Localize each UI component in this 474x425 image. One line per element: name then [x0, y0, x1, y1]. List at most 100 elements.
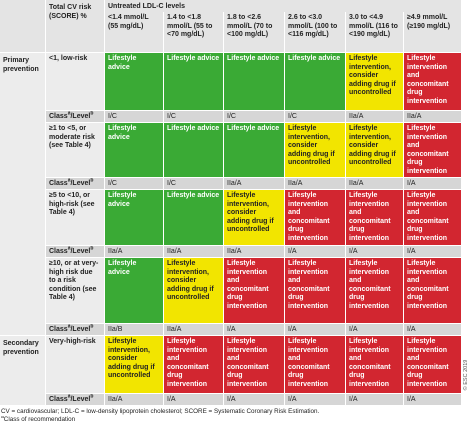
recommendation-cell: Lifestyle intervention and concomitant d… — [285, 336, 346, 394]
recommendation-cell: Lifestyle intervention, consider adding … — [346, 53, 404, 111]
column-header: ≥4.9 mmol/L (≥190 mg/dL) — [404, 12, 462, 53]
class-level: I/A — [404, 178, 462, 190]
recommendation-cell: Lifestyle intervention, consider adding … — [164, 258, 224, 324]
superscript: b — [90, 324, 94, 330]
column-header: 1.8 to <2.6 mmol/L (70 to <100 mg/dL) — [224, 12, 285, 53]
class-level: IIa/A — [404, 111, 462, 123]
class-level: IIa/A — [105, 246, 164, 258]
class-level: IIa/B — [105, 324, 164, 336]
risk-label: ≥10, or at very-high risk due to a risk … — [46, 258, 105, 324]
recommendation-cell: Lifestyle intervention, consider adding … — [285, 123, 346, 178]
text: /Level — [70, 248, 91, 255]
superscript: b — [90, 246, 94, 252]
recommendation-cell: Lifestyle advice — [105, 123, 164, 178]
recommendation-cell: Lifestyle intervention, consider adding … — [346, 123, 404, 178]
footer-note: aClass of recommendation — [0, 416, 300, 425]
group-label: Primary prevention — [0, 53, 46, 336]
risk-label: <1, low-risk — [46, 53, 105, 111]
class-level: IIa/A — [164, 324, 224, 336]
superscript: b — [90, 394, 94, 400]
class-level: IIa/A — [285, 178, 346, 190]
superscript: b — [90, 178, 94, 184]
header-blank — [0, 0, 46, 53]
class-level: I/C — [105, 178, 164, 190]
recommendation-cell: Lifestyle advice — [164, 190, 224, 246]
class-level: I/A — [224, 394, 285, 406]
recommendation-cell: Lifestyle intervention and concomitant d… — [404, 53, 462, 111]
recommendation-cell: Lifestyle intervention and concomitant d… — [404, 258, 462, 324]
recommendation-cell: Lifestyle intervention and concomitant d… — [285, 258, 346, 324]
superscript: a — [67, 394, 71, 400]
class-level: I/A — [285, 246, 346, 258]
class-level: I/C — [164, 178, 224, 190]
text: /Level — [70, 396, 91, 403]
superscript: a — [1, 416, 4, 420]
class-label: Classa/Levelb — [46, 178, 105, 190]
class-level: I/C — [164, 111, 224, 123]
column-header: 1.4 to <1.8 mmol/L (55 to <70 mg/dL) — [164, 12, 224, 53]
recommendation-cell: Lifestyle advice — [105, 53, 164, 111]
risk-label: ≥5 to <10, or high-risk (see Table 4) — [46, 190, 105, 246]
class-level: I/A — [404, 324, 462, 336]
superscript: a — [67, 111, 71, 117]
recommendation-cell: Lifestyle advice — [224, 123, 285, 178]
recommendation-cell: Lifestyle advice — [105, 258, 164, 324]
recommendation-cell: Lifestyle intervention and concomitant d… — [346, 258, 404, 324]
text: Class — [49, 248, 68, 255]
class-level: I/A — [404, 246, 462, 258]
recommendation-cell: Lifestyle intervention and concomitant d… — [164, 336, 224, 394]
class-level: I/A — [224, 324, 285, 336]
class-level: I/A — [285, 324, 346, 336]
text: Class — [49, 113, 68, 120]
recommendation-cell: Lifestyle advice — [164, 53, 224, 111]
class-level: I/A — [346, 394, 404, 406]
recommendation-cell: Lifestyle intervention, consider adding … — [105, 336, 164, 394]
class-label: Classa/Levelb — [46, 324, 105, 336]
column-header: 2.6 to <3.0 mmol/L (100 to <116 mg/dL) — [285, 12, 346, 53]
class-level: IIa/A — [346, 178, 404, 190]
text: /Level — [70, 326, 91, 333]
class-level: I/C — [224, 111, 285, 123]
text: /Level — [70, 113, 91, 120]
recommendation-cell: Lifestyle intervention and concomitant d… — [346, 190, 404, 246]
recommendation-cell: Lifestyle advice — [224, 53, 285, 111]
risk-label: Very-high-risk — [46, 336, 105, 394]
text: Class — [49, 396, 68, 403]
class-level: IIa/A — [105, 394, 164, 406]
class-level: IIa/A — [224, 246, 285, 258]
superscript: a — [67, 324, 71, 330]
risk-label: ≥1 to <5, or moderate risk (see Table 4) — [46, 123, 105, 178]
recommendation-cell: Lifestyle intervention and concomitant d… — [224, 336, 285, 394]
recommendation-cell: Lifestyle intervention and concomitant d… — [404, 123, 462, 178]
copyright: © ESC 2019 — [463, 359, 469, 391]
recommendation-cell: Lifestyle intervention and concomitant d… — [346, 336, 404, 394]
class-level: IIa/A — [164, 246, 224, 258]
footer-abbreviations: CV = cardiovascular; LDL-C = low-density… — [1, 408, 320, 415]
group-label: Secondary prevention — [0, 336, 46, 406]
class-level: I/A — [404, 394, 462, 406]
superscript: a — [67, 246, 71, 252]
ldl-header: Untreated LDL-C levels — [105, 0, 462, 12]
text: /Level — [70, 180, 91, 187]
recommendation-cell: Lifestyle advice — [285, 53, 346, 111]
class-level: I/C — [285, 111, 346, 123]
recommendation-cell: Lifestyle intervention, consider adding … — [224, 190, 285, 246]
text: Class — [49, 180, 68, 187]
superscript: b — [90, 111, 94, 117]
column-header: 3.0 to <4.9 mmol/L (116 to <190 mg/dL) — [346, 12, 404, 53]
text: Class of recommendation — [3, 416, 76, 423]
class-label: Classa/Levelb — [46, 394, 105, 406]
class-label: Classa/Levelb — [46, 246, 105, 258]
class-level: IIa/A — [346, 111, 404, 123]
class-level: I/C — [105, 111, 164, 123]
class-level: IIa/A — [224, 178, 285, 190]
column-header: <1.4 mmol/L (55 mg/dL) — [105, 12, 164, 53]
class-level: I/A — [346, 324, 404, 336]
superscript: a — [67, 178, 71, 184]
class-label: Classa/Levelb — [46, 111, 105, 123]
recommendation-cell: Lifestyle advice — [105, 190, 164, 246]
recommendation-cell: Lifestyle intervention and concomitant d… — [404, 190, 462, 246]
recommendation-cell: Lifestyle intervention and concomitant d… — [404, 336, 462, 394]
class-level: I/A — [285, 394, 346, 406]
